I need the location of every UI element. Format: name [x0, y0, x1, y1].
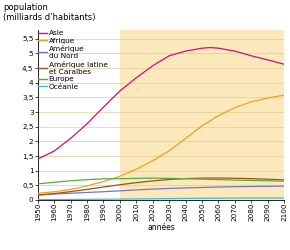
Text: population
(milliards d’habitants): population (milliards d’habitants) — [3, 2, 95, 22]
Legend: Asie, Afrique, Amérique
du Nord, Amérique latine
et Caraïbes, Europe, Océanie: Asie, Afrique, Amérique du Nord, Amériqu… — [38, 30, 108, 90]
Bar — [38, 30, 120, 200]
Bar — [120, 30, 284, 200]
X-axis label: années: années — [147, 223, 175, 232]
